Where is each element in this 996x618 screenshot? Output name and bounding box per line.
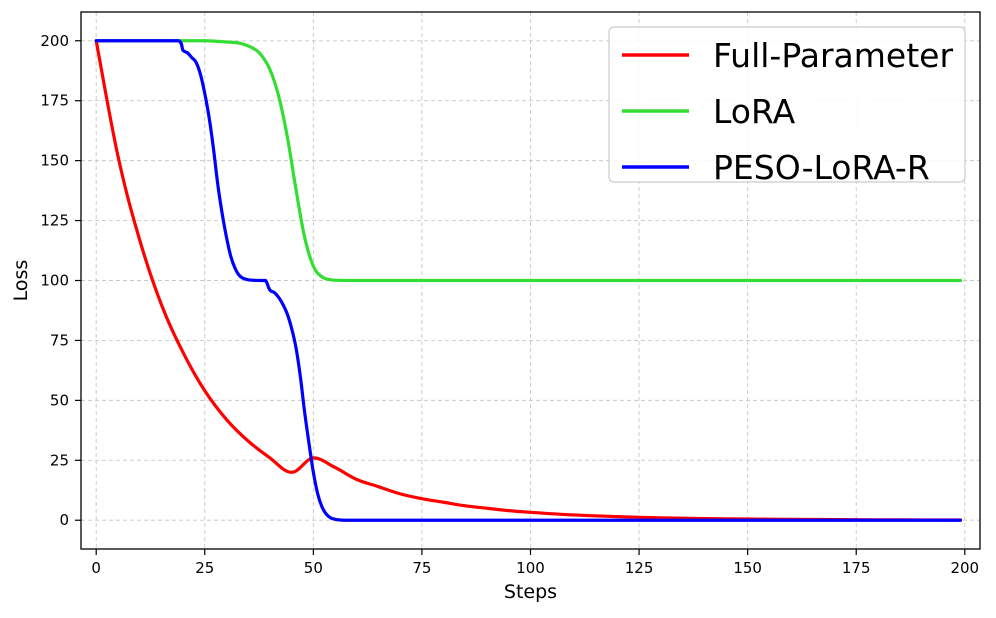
x-tick-label: 150 [733,559,762,577]
x-tick-label: 100 [516,559,545,577]
y-tick-label: 150 [40,152,69,170]
series-layer [94,39,963,522]
series-line-lora [94,39,963,283]
legend-label: Full-Parameter [713,36,953,75]
x-tick-label: 75 [412,559,431,577]
legend-box [608,26,966,183]
legend: Full-Parameter LoRA PESO-LoRA-R [608,26,966,187]
y-axis-label: Loss [10,260,32,302]
y-tick-label: 175 [40,92,69,110]
y-tick-label: 100 [40,272,69,290]
x-tick-label: 200 [950,559,979,577]
legend-label: PESO-LoRA-R [713,148,930,187]
x-axis-label: Steps [504,581,557,603]
x-tick-label: 0 [91,559,101,577]
x-tick-label: 175 [842,559,871,577]
y-tick-label: 25 [50,451,69,469]
y-tick-label: 0 [59,511,69,529]
y-tick-label: 75 [50,331,69,349]
x-tick-label: 25 [195,559,214,577]
y-tick-label: 125 [40,212,69,230]
series-line-peso-lora-r [94,39,963,522]
y-tick-label: 50 [50,391,69,409]
tick-layer: 0 25 50 75 100 125 150 175 200 0 25 50 75 100 125 150 17… [40,32,979,577]
x-tick-label: 50 [304,559,323,577]
legend-label: LoRA [713,92,796,131]
y-tick-label: 200 [40,32,69,50]
x-tick-label: 125 [625,559,654,577]
